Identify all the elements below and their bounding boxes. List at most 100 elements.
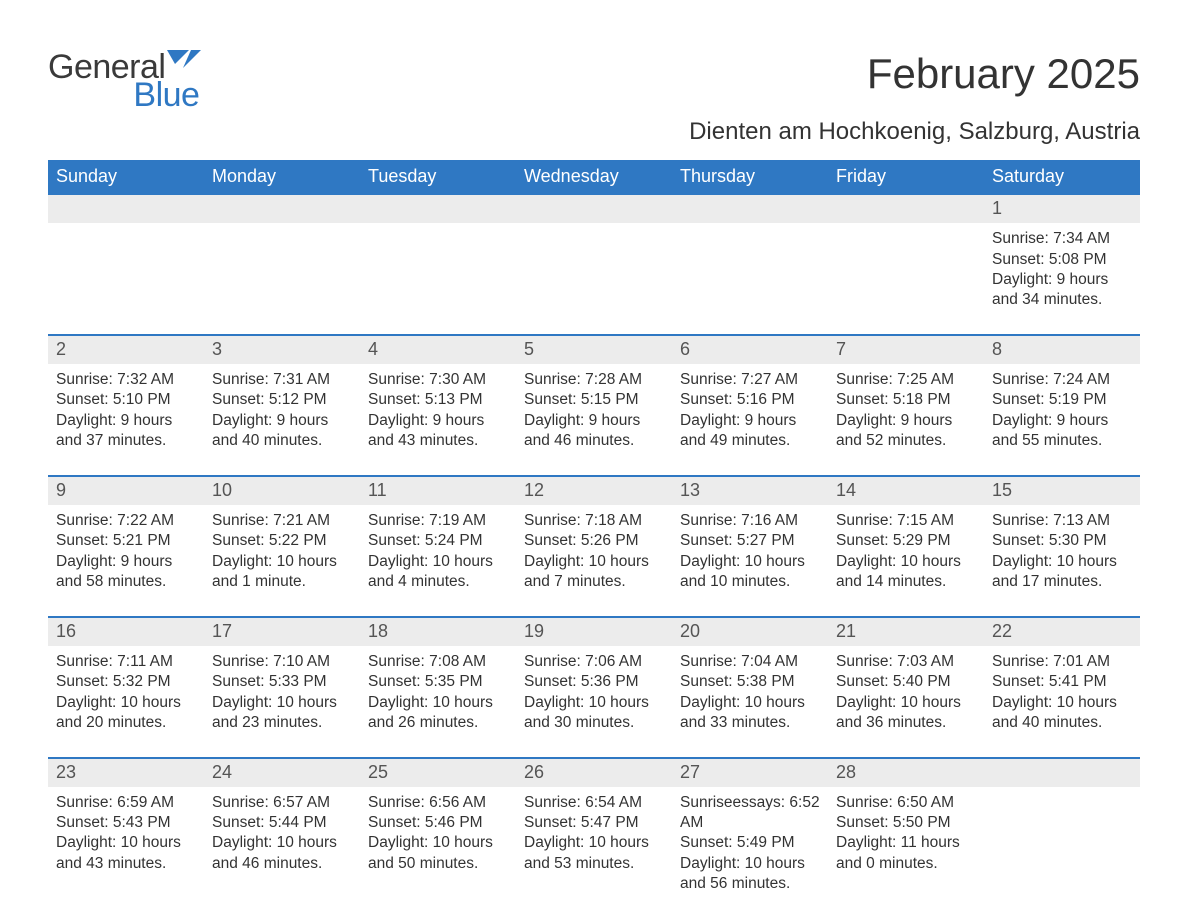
day-number bbox=[672, 198, 680, 218]
sunset-line: Sunset: 5:40 PM bbox=[836, 672, 976, 692]
calendar-day: 14Sunrise: 7:15 AMSunset: 5:29 PMDayligh… bbox=[828, 477, 984, 602]
day-number-band: 20 bbox=[672, 618, 828, 646]
calendar-day: 18Sunrise: 7:08 AMSunset: 5:35 PMDayligh… bbox=[360, 618, 516, 743]
daylight-line: Daylight: 10 hours bbox=[56, 833, 196, 853]
daylight-line: and 14 minutes. bbox=[836, 572, 976, 592]
sunrise-line: Sunrise: 7:15 AM bbox=[836, 511, 976, 531]
calendar-day: 13Sunrise: 7:16 AMSunset: 5:27 PMDayligh… bbox=[672, 477, 828, 602]
calendar-day: 21Sunrise: 7:03 AMSunset: 5:40 PMDayligh… bbox=[828, 618, 984, 743]
daylight-line: and 46 minutes. bbox=[212, 854, 352, 874]
daylight-line: Daylight: 10 hours bbox=[680, 854, 820, 874]
day-number-band: 3 bbox=[204, 336, 360, 364]
day-number: 18 bbox=[360, 621, 388, 641]
weeks-container: 1Sunrise: 7:34 AMSunset: 5:08 PMDaylight… bbox=[48, 195, 1140, 904]
calendar-day bbox=[516, 195, 672, 320]
day-number-band: 18 bbox=[360, 618, 516, 646]
day-number: 25 bbox=[360, 762, 388, 782]
calendar-day bbox=[984, 759, 1140, 904]
day-number-band: 10 bbox=[204, 477, 360, 505]
sunrise-line: Sunrise: 7:28 AM bbox=[524, 370, 664, 390]
calendar-day: 2 Sunrise: 7:32 AMSunset: 5:10 PMDaylight… bbox=[48, 336, 204, 461]
day-number: 27 bbox=[672, 762, 700, 782]
sunset-line: Sunset: 5:47 PM bbox=[524, 813, 664, 833]
day-number-band: 4 bbox=[360, 336, 516, 364]
day-number: 28 bbox=[828, 762, 856, 782]
daylight-line: and 33 minutes. bbox=[680, 713, 820, 733]
sunrise-line: Sunrise: 7:27 AM bbox=[680, 370, 820, 390]
calendar-day: 1Sunrise: 7:34 AMSunset: 5:08 PMDaylight… bbox=[984, 195, 1140, 320]
sunset-line: Sunset: 5:33 PM bbox=[212, 672, 352, 692]
day-header-tuesday: Tuesday bbox=[360, 160, 516, 195]
day-number: 16 bbox=[48, 621, 76, 641]
calendar-day: 5Sunrise: 7:28 AMSunset: 5:15 PMDaylight… bbox=[516, 336, 672, 461]
calendar-day bbox=[204, 195, 360, 320]
daylight-line: Daylight: 10 hours bbox=[524, 693, 664, 713]
sunrise-line: Sunrise: 7:18 AM bbox=[524, 511, 664, 531]
sunset-line: Sunset: 5:10 PM bbox=[56, 390, 196, 410]
daylight-line: and 34 minutes. bbox=[992, 290, 1132, 310]
sunset-line: Sunset: 5:08 PM bbox=[992, 250, 1132, 270]
daylight-line: and 17 minutes. bbox=[992, 572, 1132, 592]
sunrise-line: Sunrise: 7:32 AM bbox=[56, 370, 196, 390]
calendar-day: 3Sunrise: 7:31 AMSunset: 5:12 PMDaylight… bbox=[204, 336, 360, 461]
daylight-line: Daylight: 9 hours bbox=[212, 411, 352, 431]
sunrise-line: Sunrise: 7:30 AM bbox=[368, 370, 508, 390]
day-number: 19 bbox=[516, 621, 544, 641]
daylight-line: and 46 minutes. bbox=[524, 431, 664, 451]
sunrise-line: Sunrise: 7:10 AM bbox=[212, 652, 352, 672]
daylight-line: Daylight: 9 hours bbox=[992, 411, 1132, 431]
day-number-band: 27 bbox=[672, 759, 828, 787]
sunset-line: Sunset: 5:21 PM bbox=[56, 531, 196, 551]
daylight-line: and 26 minutes. bbox=[368, 713, 508, 733]
sunset-line: Sunset: 5:26 PM bbox=[524, 531, 664, 551]
calendar-day: 10Sunrise: 7:21 AMSunset: 5:22 PMDayligh… bbox=[204, 477, 360, 602]
day-number-band bbox=[48, 195, 204, 223]
calendar-header-row: Sunday Monday Tuesday Wednesday Thursday… bbox=[48, 160, 1140, 195]
sunset-line: Sunset: 5:29 PM bbox=[836, 531, 976, 551]
sunrise-line: Sunrise: 7:25 AM bbox=[836, 370, 976, 390]
logo-blue: Blue bbox=[133, 76, 199, 114]
day-number: 22 bbox=[984, 621, 1012, 641]
daylight-line: Daylight: 10 hours bbox=[524, 833, 664, 853]
day-number: 24 bbox=[204, 762, 232, 782]
day-number: 3 bbox=[204, 339, 222, 359]
calendar-day: 28Sunrise: 6:50 AMSunset: 5:50 PMDayligh… bbox=[828, 759, 984, 904]
day-header-sunday: Sunday bbox=[48, 160, 204, 195]
sunrise-line: Sunrise: 7:08 AM bbox=[368, 652, 508, 672]
sunset-line: Sunset: 5:27 PM bbox=[680, 531, 820, 551]
day-number-band: 9 bbox=[48, 477, 204, 505]
daylight-line: Daylight: 10 hours bbox=[992, 693, 1132, 713]
daylight-line: and 40 minutes. bbox=[212, 431, 352, 451]
calendar: Sunday Monday Tuesday Wednesday Thursday… bbox=[48, 160, 1140, 904]
daylight-line: and 4 minutes. bbox=[368, 572, 508, 592]
sunset-line: Sunset: 5:38 PM bbox=[680, 672, 820, 692]
daylight-line: and 56 minutes. bbox=[680, 874, 820, 894]
calendar-day: 16Sunrise: 7:11 AMSunset: 5:32 PMDayligh… bbox=[48, 618, 204, 743]
daylight-line: and 43 minutes. bbox=[368, 431, 508, 451]
daylight-line: and 36 minutes. bbox=[836, 713, 976, 733]
day-number: 9 bbox=[48, 480, 66, 500]
day-number: 8 bbox=[984, 339, 1002, 359]
sunrise-line: Sunrise: 7:19 AM bbox=[368, 511, 508, 531]
day-number-band: 2 bbox=[48, 336, 204, 364]
sunrise-line: Sunrise: 6:59 AM bbox=[56, 793, 196, 813]
sunset-line: Sunset: 5:49 PM bbox=[680, 833, 820, 853]
day-header-monday: Monday bbox=[204, 160, 360, 195]
sunset-line: Sunset: 5:32 PM bbox=[56, 672, 196, 692]
day-header-wednesday: Wednesday bbox=[516, 160, 672, 195]
day-number: 6 bbox=[672, 339, 690, 359]
calendar-day: 20Sunrise: 7:04 AMSunset: 5:38 PMDayligh… bbox=[672, 618, 828, 743]
calendar-day: 15Sunrise: 7:13 AMSunset: 5:30 PMDayligh… bbox=[984, 477, 1140, 602]
day-number: 11 bbox=[360, 480, 387, 500]
day-number-band bbox=[204, 195, 360, 223]
daylight-line: and 43 minutes. bbox=[56, 854, 196, 874]
calendar-day: 26Sunrise: 6:54 AMSunset: 5:47 PMDayligh… bbox=[516, 759, 672, 904]
sunset-line: Sunset: 5:30 PM bbox=[992, 531, 1132, 551]
calendar-week: 16Sunrise: 7:11 AMSunset: 5:32 PMDayligh… bbox=[48, 616, 1140, 743]
daylight-line: Daylight: 9 hours bbox=[56, 411, 196, 431]
calendar-day: 27Sunriseessays: 6:52 AMSunset: 5:49 PMD… bbox=[672, 759, 828, 904]
daylight-line: and 7 minutes. bbox=[524, 572, 664, 592]
daylight-line: and 37 minutes. bbox=[56, 431, 196, 451]
day-number-band: 19 bbox=[516, 618, 672, 646]
daylight-line: Daylight: 11 hours bbox=[836, 833, 976, 853]
